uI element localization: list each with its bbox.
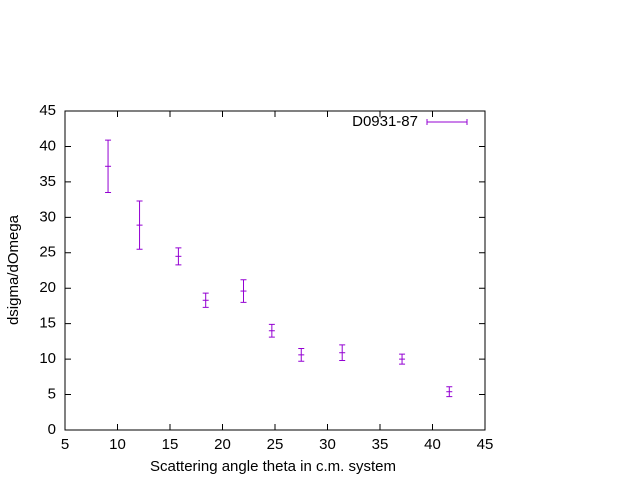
x-axis-label: Scattering angle theta in c.m. system	[150, 458, 396, 475]
x-tick-label: 35	[372, 436, 389, 453]
x-tick-label: 25	[267, 436, 284, 453]
y-tick-label: 30	[39, 208, 56, 225]
x-tick-label: 40	[424, 436, 441, 453]
y-tick-label: 0	[48, 421, 56, 438]
x-tick-label: 5	[61, 436, 69, 453]
y-tick-label: 20	[39, 279, 56, 296]
x-tick-label: 20	[214, 436, 231, 453]
y-tick-label: 35	[39, 173, 56, 190]
x-tick-label: 45	[477, 436, 494, 453]
x-tick-label: 15	[162, 436, 179, 453]
legend-swatch	[426, 119, 468, 125]
y-tick-label: 15	[39, 315, 56, 332]
y-tick-label: 40	[39, 137, 56, 154]
y-tick-label: 45	[39, 102, 56, 119]
y-tick-label: 5	[48, 386, 56, 403]
y-tick-label: 25	[39, 244, 56, 261]
x-tick-label: 10	[109, 436, 126, 453]
y-axis-label: dsigma/dOmega	[5, 214, 22, 325]
x-tick-label: 30	[319, 436, 336, 453]
plot-border	[64, 110, 486, 431]
y-tick-label: 10	[39, 350, 56, 367]
legend-label: D0931-87	[352, 113, 418, 130]
